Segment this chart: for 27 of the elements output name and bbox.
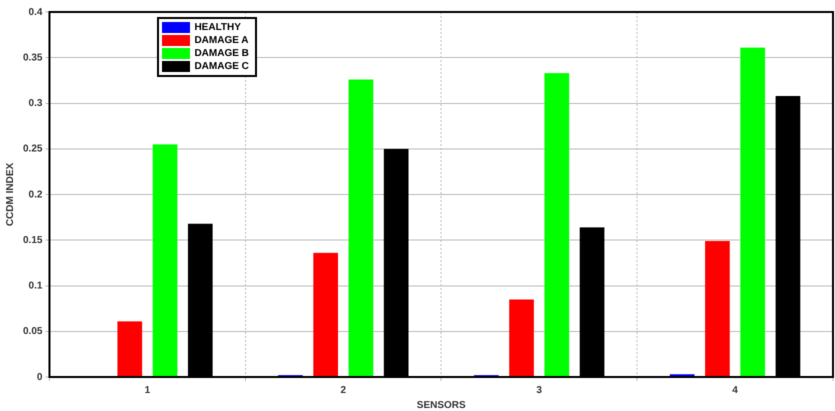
bar xyxy=(509,299,534,376)
y-tick-label: 0 xyxy=(36,372,43,383)
y-tick-label: 0.15 xyxy=(22,234,43,246)
bar xyxy=(117,321,142,376)
x-tick-label: 1 xyxy=(144,384,151,396)
bar xyxy=(313,252,338,376)
legend-label: DAMAGE C xyxy=(194,61,249,72)
y-tick-label: 0.35 xyxy=(22,52,43,64)
legend-label: DAMAGE B xyxy=(194,48,249,59)
x-tick-label: 2 xyxy=(340,384,347,396)
y-tick-label: 0.3 xyxy=(28,98,43,109)
bar xyxy=(705,241,730,376)
bar xyxy=(152,144,178,376)
y-tick-label: 0.4 xyxy=(28,6,43,18)
x-tick-label: 4 xyxy=(732,384,738,396)
y-axis-title: CCDM INDEX xyxy=(4,162,16,226)
bar xyxy=(740,48,766,376)
legend-label: DAMAGE A xyxy=(194,35,249,46)
legend-label: HEALTHY xyxy=(194,22,241,33)
y-tick-label: 0.2 xyxy=(28,189,43,200)
y-tick-label: 0.25 xyxy=(22,144,43,155)
bar xyxy=(348,80,374,376)
x-tick-label: 3 xyxy=(536,384,542,396)
x-axis-title: SENSORS xyxy=(416,400,466,411)
y-tick-label: 0.1 xyxy=(28,280,43,292)
y-tick-label: 0.05 xyxy=(22,326,43,338)
bar xyxy=(544,73,570,376)
